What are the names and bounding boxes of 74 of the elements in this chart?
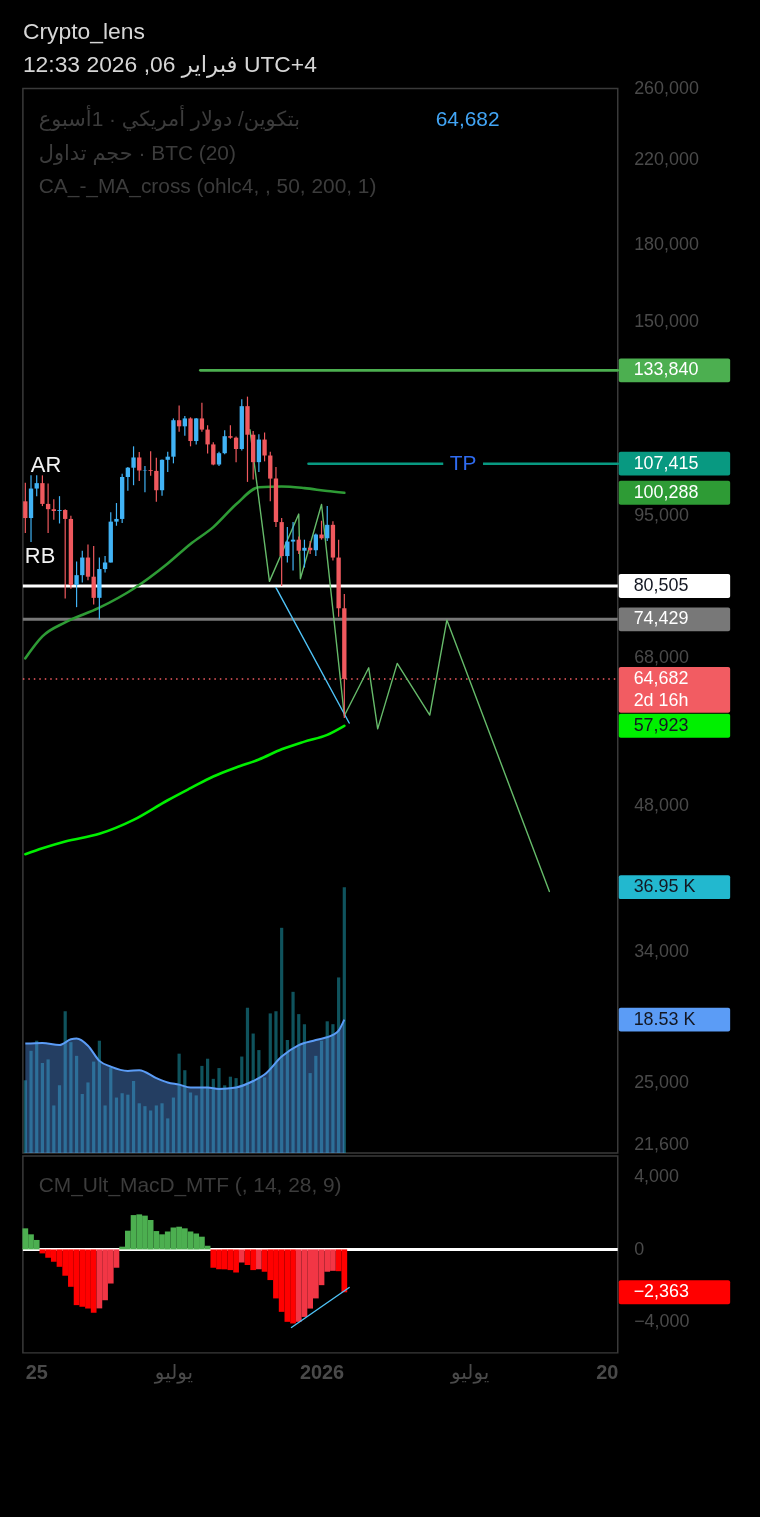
- candlestick: [142, 465, 148, 493]
- series-label: TP: [449, 450, 477, 474]
- annotation: RB: [24, 543, 56, 569]
- candlestick: [57, 495, 62, 525]
- candlestick: [256, 433, 262, 473]
- x-tick-label: يوليو: [450, 1361, 490, 1385]
- ref-line-label: 64,682 2d 16h: [633, 667, 689, 710]
- y-tick-label: 95,000: [634, 505, 689, 526]
- candlestick: [182, 415, 187, 437]
- candlestick: [91, 545, 96, 605]
- y-tick-label: 21,600: [634, 1133, 689, 1154]
- line-series: [24, 724, 346, 856]
- candlestick: [290, 521, 296, 572]
- candlestick: [40, 474, 45, 507]
- y-tick-label: 150,000: [634, 311, 699, 332]
- candlestick: [268, 451, 273, 502]
- annotation: حجم تداول · BTC (20): [38, 141, 236, 167]
- candlestick: [51, 498, 56, 521]
- y-tick-label: 4,000: [634, 1166, 679, 1187]
- candlestick: [205, 424, 210, 455]
- annotation: CM_Ult_MacD_MTF (, 14, 28, 9): [38, 1172, 342, 1197]
- candlestick: [125, 466, 131, 492]
- ref-line-label: 74,429: [633, 608, 689, 629]
- annotation: بتكوين/ دولار أمريكي · 1أسبوع: [38, 105, 300, 132]
- bar: [238, 1249, 245, 1263]
- annotation: 64,682: [435, 107, 500, 131]
- annotation: AR: [30, 451, 62, 477]
- x-tick-label: 20: [596, 1361, 619, 1384]
- y-tick-label: −4,000: [634, 1311, 690, 1332]
- y-tick-label: 100,288: [633, 481, 699, 502]
- line-series: [24, 485, 346, 660]
- chart-title: Crypto_lens: [22, 17, 145, 44]
- candlestick: [233, 435, 239, 463]
- candlestick: [319, 520, 324, 541]
- candlestick: [63, 508, 68, 599]
- candlestick: [188, 416, 193, 447]
- data-label: 107,415: [633, 452, 699, 473]
- candlestick: [85, 543, 91, 581]
- x-tick-label: 2026: [299, 1361, 345, 1384]
- ref-line-label: 80,505: [633, 575, 689, 596]
- y-tick-label: 48,000: [634, 794, 689, 815]
- y2-tick-label: 36.95 K: [633, 876, 696, 897]
- y-tick-label: 180,000: [634, 234, 699, 255]
- candlestick: [302, 539, 307, 569]
- candlestick: [74, 560, 79, 608]
- chart-subtitle: 12:33 2026 ,06 فبراير UTC+4: [22, 50, 318, 78]
- y-tick-label: −2,363: [633, 1281, 689, 1302]
- data-label: 133,840: [633, 359, 699, 380]
- x-tick-label: يوليو: [153, 1361, 193, 1385]
- candlestick: [114, 502, 119, 527]
- y2-tick-label: 18.53 K: [633, 1008, 696, 1029]
- candlestick: [154, 457, 159, 503]
- candlestick: [176, 404, 182, 433]
- y-tick-label: 220,000: [634, 148, 699, 169]
- candlestick: [131, 445, 136, 486]
- candlestick: [194, 417, 199, 446]
- candlestick: [199, 402, 205, 433]
- y-tick-label: 260,000: [634, 78, 699, 98]
- y-tick-label: 68,000: [634, 647, 689, 668]
- y-tick-label: 34,000: [634, 941, 689, 962]
- candlestick: [23, 482, 28, 534]
- y-tick-label: 0: [634, 1238, 645, 1259]
- annotation: CA_-_MA_cross (ohlc4, , 50, 200, 1): [38, 173, 377, 198]
- candlestick: [222, 429, 227, 455]
- candlestick: [148, 450, 153, 477]
- candlestick: [285, 526, 290, 564]
- candlestick: [262, 431, 267, 462]
- candlestick: [137, 451, 142, 482]
- y-tick-label: 25,000: [634, 1071, 689, 1092]
- x-tick-label: 25: [25, 1361, 48, 1384]
- bar: [256, 1249, 262, 1270]
- candlestick: [325, 505, 330, 542]
- y-tick-label: 57,923: [633, 714, 689, 735]
- candlestick: [34, 474, 39, 497]
